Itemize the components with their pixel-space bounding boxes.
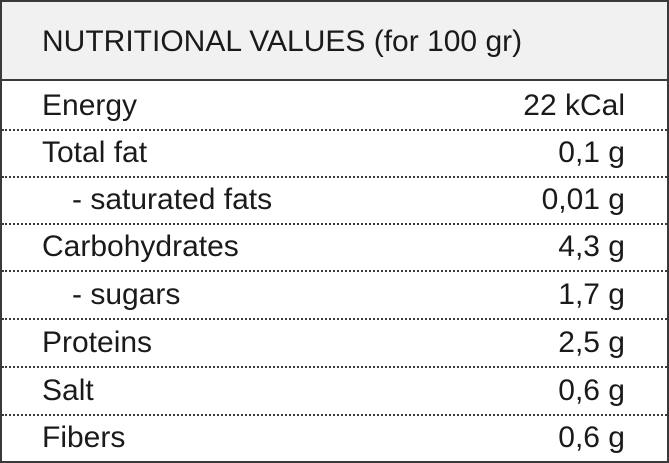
table-row: - sugars 1,7 g bbox=[2, 271, 667, 320]
row-value: 0,1 g bbox=[558, 136, 625, 169]
table-row: Carbohydrates 4,3 g bbox=[2, 223, 667, 272]
row-value: 2,5 g bbox=[558, 326, 625, 359]
row-label: - saturated fats bbox=[72, 183, 273, 216]
table-row: Total fat 0,1 g bbox=[2, 129, 667, 178]
row-label: Salt bbox=[42, 374, 94, 407]
table-row: Salt 0,6 g bbox=[2, 367, 667, 416]
row-label: Fibers bbox=[42, 421, 126, 454]
row-value: 1,7 g bbox=[558, 278, 625, 311]
row-label: Total fat bbox=[42, 136, 148, 169]
table-row: Proteins 2,5 g bbox=[2, 319, 667, 368]
row-label: - sugars bbox=[72, 278, 181, 311]
table-row: Energy 22 kCal bbox=[2, 82, 667, 131]
table-header: NUTRITIONAL VALUES (for 100 gr) bbox=[2, 2, 667, 81]
row-label: Energy bbox=[42, 89, 138, 122]
row-value: 0,6 g bbox=[558, 421, 625, 454]
row-label: Proteins bbox=[42, 326, 153, 359]
row-value: 22 kCal bbox=[523, 89, 625, 122]
header-title: NUTRITIONAL VALUES (for 100 gr) bbox=[42, 25, 523, 58]
row-value: 0,01 g bbox=[541, 183, 625, 216]
table-row: Fibers 0,6 g bbox=[2, 414, 667, 461]
row-label: Carbohydrates bbox=[42, 230, 239, 263]
row-value: 0,6 g bbox=[558, 374, 625, 407]
table-row: - saturated fats 0,01 g bbox=[2, 176, 667, 225]
row-value: 4,3 g bbox=[558, 230, 625, 263]
